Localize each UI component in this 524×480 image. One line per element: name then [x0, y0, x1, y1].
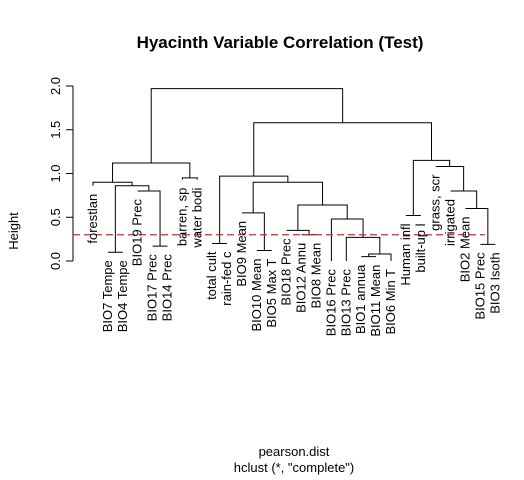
- leaf-label: BIO3 Isoth: [487, 252, 502, 313]
- leaf-label: rain-fed c: [219, 251, 234, 306]
- dendrogram-branch: [297, 204, 348, 231]
- leaf-label: BIO2 Mean: [458, 217, 473, 283]
- dendrogram-branch: [219, 175, 289, 244]
- leaf-label: BIO15 Prec: [472, 252, 487, 320]
- leaf-label: BIO9 Mean: [234, 221, 249, 287]
- y-axis-label: Height: [6, 212, 21, 250]
- leaf-label: forestlan: [85, 194, 100, 244]
- leaf-label: BIO14 Prec: [160, 254, 175, 322]
- leaf-label: BIO5 Max T: [264, 258, 279, 327]
- leaf-label: BIO6 Min T: [383, 269, 398, 335]
- x-axis-label: pearson.dist: [259, 444, 330, 459]
- leaf-label: BIO1 annua: [353, 264, 368, 334]
- dendrogram-branch: [242, 212, 265, 251]
- leaf-label: built-up l: [413, 223, 428, 272]
- leaf-label: total cult: [204, 251, 219, 300]
- chart-title: Hyacinth Variable Correlation (Test): [137, 33, 424, 52]
- leaf-label: BIO17 Prec: [145, 254, 160, 322]
- dendrogram-branch: [435, 166, 465, 191]
- y-tick-label: 0.5: [48, 208, 63, 226]
- dendrogram-branch: [450, 190, 478, 209]
- leaf-label: barren, sp: [174, 188, 189, 247]
- leaf-label: BIO18 Prec: [279, 238, 294, 306]
- dendrogram-branch: [368, 253, 392, 261]
- dendrogram-branch: [465, 208, 489, 245]
- leaf-label: BIO11 Mean: [368, 265, 383, 337]
- leaf-label: BIO16 Prec: [323, 269, 338, 337]
- leaf-label: BIO8 Mean: [309, 243, 324, 309]
- leaf-label: BIO12 Annu: [294, 243, 309, 313]
- dendrogram-branch: [286, 229, 310, 235]
- dendrogram-branch: [112, 162, 191, 183]
- leaf-label: BIO7 Tempe: [100, 260, 115, 332]
- dendrogram-branch: [137, 190, 161, 247]
- dendrogram-branch: [252, 181, 324, 213]
- leaf-label: BIO4 Tempe: [115, 260, 130, 332]
- leaf-label: water bodi: [189, 188, 204, 249]
- leaf-label: Human infl: [398, 223, 413, 285]
- y-axis: 0.0 0.5 1.0 1.5 2.0: [48, 77, 74, 270]
- dendrogram-branches: [92, 88, 496, 261]
- leaf-label: BIO13 Prec: [338, 269, 353, 337]
- leaf-label: BIO19 Prec: [130, 199, 145, 267]
- dendrogram-branch: [253, 122, 433, 177]
- dendrogram-branch: [330, 218, 364, 261]
- dendrogram-branch: [92, 181, 133, 186]
- leaf-label: grass, scr: [428, 174, 443, 231]
- y-tick-label: 1.0: [48, 164, 63, 182]
- y-tick-label: 2.0: [48, 77, 63, 95]
- x-axis-subtitle: hclust (*, "complete"): [234, 460, 355, 475]
- y-tick-label: 0.0: [48, 252, 63, 270]
- leaf-label: BIO10 Mean: [249, 259, 264, 332]
- y-tick-label: 1.5: [48, 121, 63, 139]
- dendrogram-branch: [150, 88, 344, 163]
- leaf-label: irrigated: [443, 199, 458, 246]
- dendrogram-branch: [345, 236, 381, 261]
- dendrogram-branch: [181, 177, 198, 180]
